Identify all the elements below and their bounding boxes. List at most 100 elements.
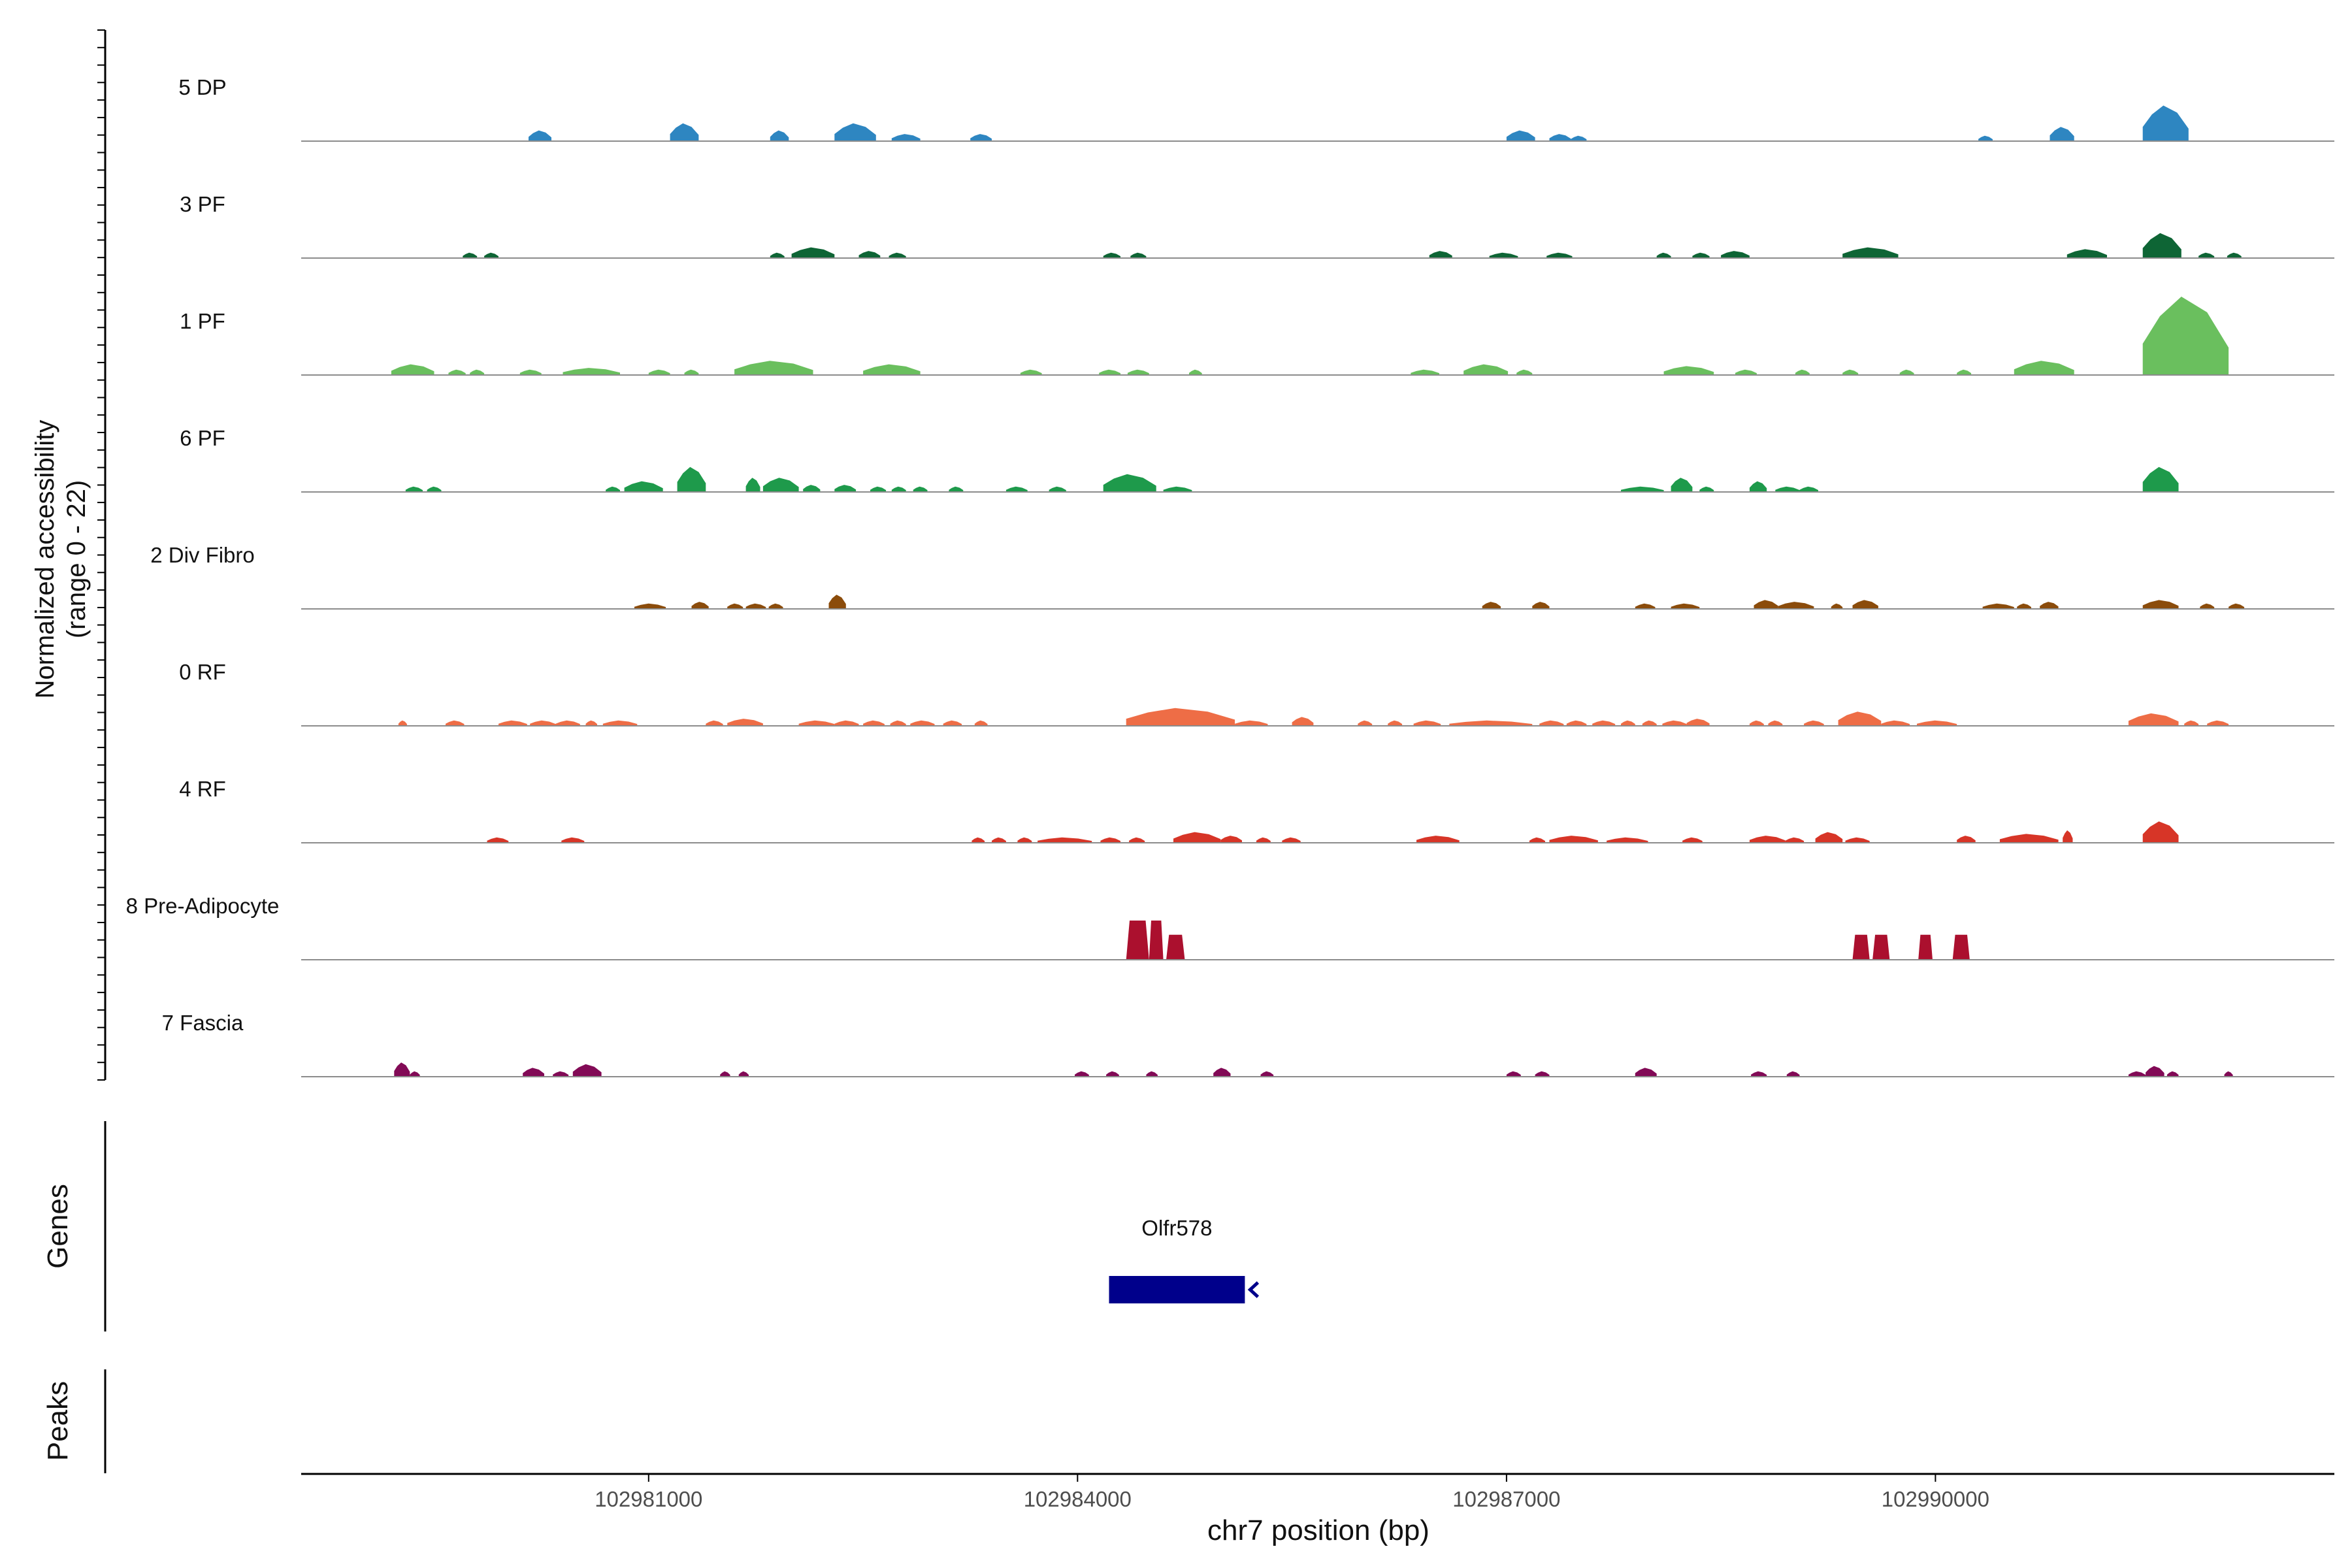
coverage-peak xyxy=(720,1071,730,1077)
coverage-peak xyxy=(706,720,723,726)
coverage-peak xyxy=(727,719,763,726)
coverage-peak xyxy=(1429,251,1452,258)
coverage-peak xyxy=(1529,837,1545,843)
coverage-peak xyxy=(463,252,478,258)
coverage-peak xyxy=(1749,836,1786,843)
coverage-peak xyxy=(745,603,766,609)
strand-arrow-icon xyxy=(1247,1281,1260,1298)
coverage-peak xyxy=(1662,720,1687,726)
coverage-peak xyxy=(585,720,597,726)
coverage-peak xyxy=(602,720,638,726)
track-5-dp: 5 DP xyxy=(178,75,2334,142)
coverage-peak xyxy=(1173,832,1221,843)
gene-body xyxy=(1109,1276,1245,1303)
coverage-peak xyxy=(648,369,670,375)
coverage-peak xyxy=(727,603,743,609)
coverage-tracks: 5 DP 3 PF 1 PF 6 PF 2 Div Fibro 0 RF 4 RF 8 Pre… xyxy=(126,75,2334,1077)
coverage-peak xyxy=(1129,837,1145,843)
track-3-pf: 3 PF xyxy=(180,192,2334,259)
coverage-peak xyxy=(572,1064,602,1077)
coverage-peak xyxy=(770,130,789,141)
coverage-peak xyxy=(1020,369,1042,375)
track-label: 7 Fascia xyxy=(162,1011,244,1035)
coverage-peak xyxy=(910,720,935,726)
coverage-peak xyxy=(498,720,527,726)
coverage-peak xyxy=(1416,836,1460,843)
coverage-peak xyxy=(1663,366,1714,375)
coverage-peak xyxy=(734,361,813,375)
track-label: 4 RF xyxy=(179,777,226,801)
track-label: 8 Pre-Adipocyte xyxy=(126,894,280,918)
coverage-peak xyxy=(2142,600,2179,609)
coverage-peak xyxy=(2227,252,2242,258)
track-6-pf: 6 PF xyxy=(180,426,2334,493)
coverage-peak xyxy=(684,369,699,375)
coverage-peak xyxy=(1999,834,2059,843)
coverage-peak xyxy=(487,837,509,843)
x-tick-label: 102987000 xyxy=(1452,1487,1560,1511)
coverage-peak xyxy=(1838,711,1882,726)
coverage-peak xyxy=(974,720,988,726)
coverage-peak xyxy=(634,603,666,609)
coverage-peak xyxy=(530,720,556,726)
coverage-peak xyxy=(972,837,985,843)
coverage-peak xyxy=(1592,720,1616,726)
coverage-peak xyxy=(2146,1066,2164,1077)
coverage-peak xyxy=(913,486,928,492)
coverage-peak xyxy=(1872,934,1890,960)
coverage-peak xyxy=(2142,105,2189,141)
coverage-peak xyxy=(1671,603,1700,609)
coverage-peak xyxy=(1549,134,1571,141)
coverage-peak xyxy=(1804,720,1824,726)
coverage-peak xyxy=(1957,836,1976,843)
coverage-peak xyxy=(1978,135,1993,141)
coverage-peak xyxy=(1642,720,1657,726)
coverage-peak xyxy=(1842,369,1859,375)
coverage-peak xyxy=(1411,369,1439,375)
gene-olfr578: Olfr578 xyxy=(1109,1216,1260,1303)
coverage-peak xyxy=(2017,603,2031,609)
coverage-peak xyxy=(1037,837,1092,843)
coverage-peak xyxy=(2166,1071,2179,1077)
coverage-peak xyxy=(1686,719,1710,726)
coverage-peak xyxy=(410,1071,420,1077)
coverage-peak xyxy=(1149,921,1164,960)
y-axis-ticks xyxy=(97,29,105,1081)
coverage-peak xyxy=(1256,837,1271,843)
coverage-peak xyxy=(2200,603,2215,609)
coverage-peak xyxy=(1099,369,1120,375)
coverage-peak xyxy=(555,720,580,726)
coverage-peak xyxy=(943,720,962,726)
coverage-peak xyxy=(1532,602,1550,609)
coverage-peak xyxy=(427,486,442,492)
coverage-peak xyxy=(863,720,885,726)
coverage-peak xyxy=(770,252,785,258)
coverage-peak xyxy=(2198,252,2215,258)
coverage-peak xyxy=(670,123,699,141)
coverage-peak xyxy=(891,486,906,492)
coverage-peak xyxy=(1571,135,1587,141)
coverage-peak xyxy=(803,485,821,492)
coverage-peak xyxy=(1918,934,1933,960)
coverage-peak xyxy=(1842,247,1899,258)
coverage-peak xyxy=(1103,474,1156,492)
coverage-peak xyxy=(834,485,857,492)
coverage-peak xyxy=(1831,603,1843,609)
coverage-peak xyxy=(1635,603,1656,609)
coverage-peak xyxy=(1449,720,1533,726)
coverage-peak xyxy=(2224,1071,2233,1077)
coverage-peak xyxy=(624,481,663,492)
coverage-peak xyxy=(1127,369,1149,375)
coverage-peak xyxy=(1785,837,1805,843)
coverage-peak xyxy=(2128,713,2179,726)
coverage-peak xyxy=(1749,481,1767,492)
coverage-peak xyxy=(1463,364,1509,375)
x-axis-ticks: 102981000 102984000 102987000 102990000 xyxy=(595,1474,1989,1511)
coverage-peak xyxy=(1621,486,1664,492)
track-1-pf: 1 PF xyxy=(180,297,2334,376)
coverage-peak xyxy=(1778,602,1814,609)
coverage-peak xyxy=(1635,1068,1657,1077)
coverage-peak xyxy=(762,478,799,492)
coverage-peak xyxy=(1516,369,1533,375)
